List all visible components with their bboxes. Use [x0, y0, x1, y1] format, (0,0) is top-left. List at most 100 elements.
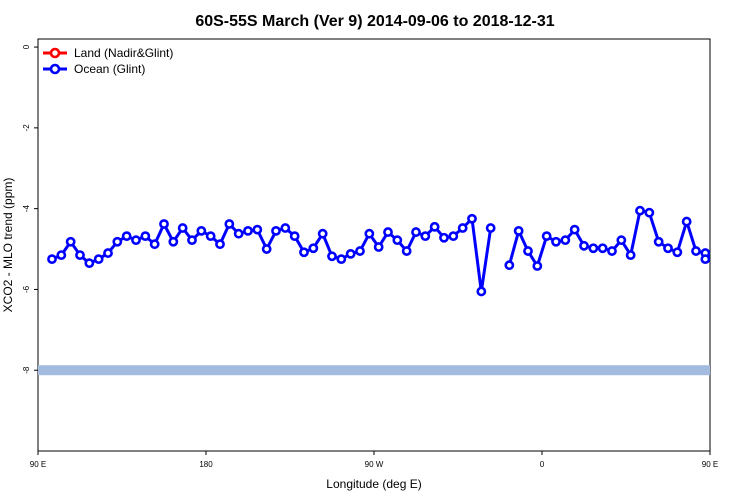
series-layer [47, 205, 746, 297]
data-point [730, 251, 737, 258]
data-point [579, 240, 589, 251]
y-axis: 0 -2 -4 -6 -8 [22, 44, 38, 374]
data-point [47, 254, 57, 265]
legend: Land (Nadir&Glint) Ocean (Glint) [43, 46, 173, 76]
legend-item: Land (Nadir&Glint) [43, 46, 173, 60]
data-point [401, 246, 412, 256]
data-point [411, 227, 421, 237]
data-point [233, 228, 244, 239]
data-point [439, 232, 449, 243]
data-point [739, 260, 746, 267]
data-point [252, 224, 263, 235]
y-tick-label: -6 [22, 285, 31, 293]
data-point [205, 231, 216, 242]
data-point [149, 239, 160, 250]
data-point [345, 248, 356, 259]
data-point [616, 235, 627, 246]
data-point [560, 235, 571, 246]
data-point [420, 231, 431, 242]
data-point [75, 250, 85, 260]
data-point [84, 258, 95, 269]
data-point [720, 238, 727, 245]
series-line [704, 255, 710, 261]
data-point [187, 235, 197, 246]
data-point [644, 207, 655, 218]
data-point [317, 228, 328, 239]
data-point [364, 228, 375, 239]
legend-marker [49, 47, 61, 59]
x-axis-label: Longitude (deg E) [326, 477, 421, 491]
data-point [112, 236, 123, 247]
data-point [653, 236, 664, 247]
data-point [607, 246, 617, 256]
data-point [224, 219, 235, 229]
x-tick-label: 180 [199, 460, 213, 469]
reference-band [38, 365, 710, 376]
data-point [523, 246, 533, 256]
data-point [551, 236, 561, 247]
data-point [93, 254, 104, 265]
data-point [457, 223, 468, 233]
x-tick-label: 90 E [702, 460, 718, 469]
data-point [448, 231, 459, 242]
x-tick-label: 0 [540, 460, 545, 469]
data-point [597, 243, 608, 254]
data-point [308, 243, 319, 254]
data-point [709, 253, 710, 257]
data-point [383, 227, 393, 237]
plot-frame [37, 38, 711, 452]
data-point [625, 250, 636, 260]
y-tick-label: -2 [22, 124, 31, 132]
data-point [243, 225, 253, 236]
y-tick-label: 0 [22, 44, 31, 49]
data-point [271, 225, 281, 236]
data-point [140, 231, 151, 242]
data-point [168, 236, 179, 247]
data-point [289, 231, 300, 242]
data-point [429, 221, 440, 232]
x-tick-label: 90 E [30, 460, 46, 469]
data-point [299, 247, 309, 258]
data-point [467, 213, 477, 224]
data-point [336, 254, 347, 265]
legend-item: Ocean (Glint) [43, 62, 145, 76]
legend-marker [49, 63, 61, 75]
series-line [507, 209, 706, 268]
y-axis-label: XCO2 - MLO trend (ppm) [1, 178, 15, 313]
data-point [373, 242, 384, 252]
data-point [103, 248, 113, 258]
data-point [159, 219, 169, 229]
data-point [476, 286, 487, 297]
data-point [280, 223, 291, 233]
data-point [700, 254, 710, 265]
y-tick-label: -4 [22, 205, 31, 213]
data-point [681, 216, 692, 227]
data-point [261, 244, 272, 254]
x-axis: 90 E 180 90 W 0 90 E [30, 451, 718, 469]
data-point [672, 247, 683, 258]
data-point [513, 225, 524, 236]
data-point [588, 243, 599, 254]
data-point [691, 246, 701, 256]
band-layer [38, 365, 710, 376]
data-point [485, 223, 496, 233]
data-point [635, 205, 645, 216]
data-point [177, 223, 188, 233]
data-point [56, 250, 67, 260]
data-point [215, 239, 225, 250]
data-point [663, 243, 673, 254]
x-tick-label: 90 W [365, 460, 384, 469]
data-point [131, 235, 141, 246]
data-point [355, 246, 365, 256]
data-point [541, 231, 552, 242]
legend-label: Land (Nadir&Glint) [74, 46, 173, 60]
data-point [121, 231, 132, 242]
data-point [65, 236, 76, 247]
y-tick-label: -8 [22, 366, 31, 374]
data-point [504, 260, 515, 271]
data-point [569, 224, 580, 235]
data-point [327, 251, 337, 262]
data-point [196, 225, 207, 236]
legend-label: Ocean (Glint) [74, 62, 145, 76]
